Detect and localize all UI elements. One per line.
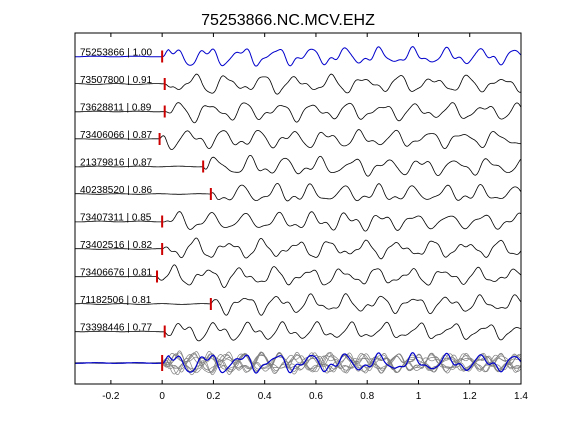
x-tick-label: 0.2 bbox=[206, 391, 220, 402]
trace-label: 73507800 | 0.91 bbox=[80, 75, 153, 86]
trace-line bbox=[74, 321, 522, 342]
plot-frame bbox=[74, 32, 522, 385]
trace-line bbox=[74, 237, 522, 260]
trace-line bbox=[75, 102, 522, 124]
trace-line bbox=[75, 293, 522, 316]
stack-reference-line bbox=[75, 352, 522, 374]
trace-label: 21379816 | 0.87 bbox=[80, 158, 153, 169]
trace-label: 73628811 | 0.89 bbox=[80, 103, 152, 114]
x-tick-label: -0.2 bbox=[102, 391, 120, 402]
trace-line bbox=[74, 264, 522, 289]
x-tick-label: 1.4 bbox=[514, 391, 528, 402]
trace-line bbox=[75, 129, 522, 151]
trace-label: 71182506 | 0.81 bbox=[80, 295, 152, 306]
x-tick-label: 0.4 bbox=[258, 391, 272, 402]
x-axis: -0.2 0 0.2 0.4 0.6 0.8 1 1.2 1.4 bbox=[102, 33, 528, 402]
trace-line bbox=[75, 46, 522, 67]
trace-line bbox=[75, 155, 522, 177]
trace-label: 73398446 | 0.77 bbox=[80, 323, 153, 334]
trace-labels: 75253866 | 1.00 73507800 | 0.91 73628811 |… bbox=[80, 48, 153, 334]
x-tick-label: 0 bbox=[159, 391, 165, 402]
trace-label: 73402516 | 0.82 bbox=[80, 240, 153, 251]
trace-label: 75253866 | 1.00 bbox=[80, 48, 153, 59]
trace-line bbox=[74, 211, 522, 232]
x-tick-label: 0.6 bbox=[309, 391, 323, 402]
trace-label: 73407311 | 0.85 bbox=[80, 213, 152, 224]
chart-title: 75253866.NC.MCV.EHZ bbox=[201, 12, 375, 29]
x-tick-label: 0.8 bbox=[360, 391, 374, 402]
trace-line bbox=[75, 73, 522, 95]
trace-line bbox=[74, 182, 522, 202]
trace-area bbox=[74, 46, 522, 376]
trace-label: 40238520 | 0.86 bbox=[80, 185, 153, 196]
trace-label: 73406676 | 0.81 bbox=[80, 268, 153, 279]
trace-label: 73406066 | 0.87 bbox=[80, 130, 153, 141]
x-tick-label: 1.2 bbox=[463, 391, 477, 402]
pick-markers bbox=[156, 50, 212, 371]
x-tick-label: 1 bbox=[416, 391, 422, 402]
